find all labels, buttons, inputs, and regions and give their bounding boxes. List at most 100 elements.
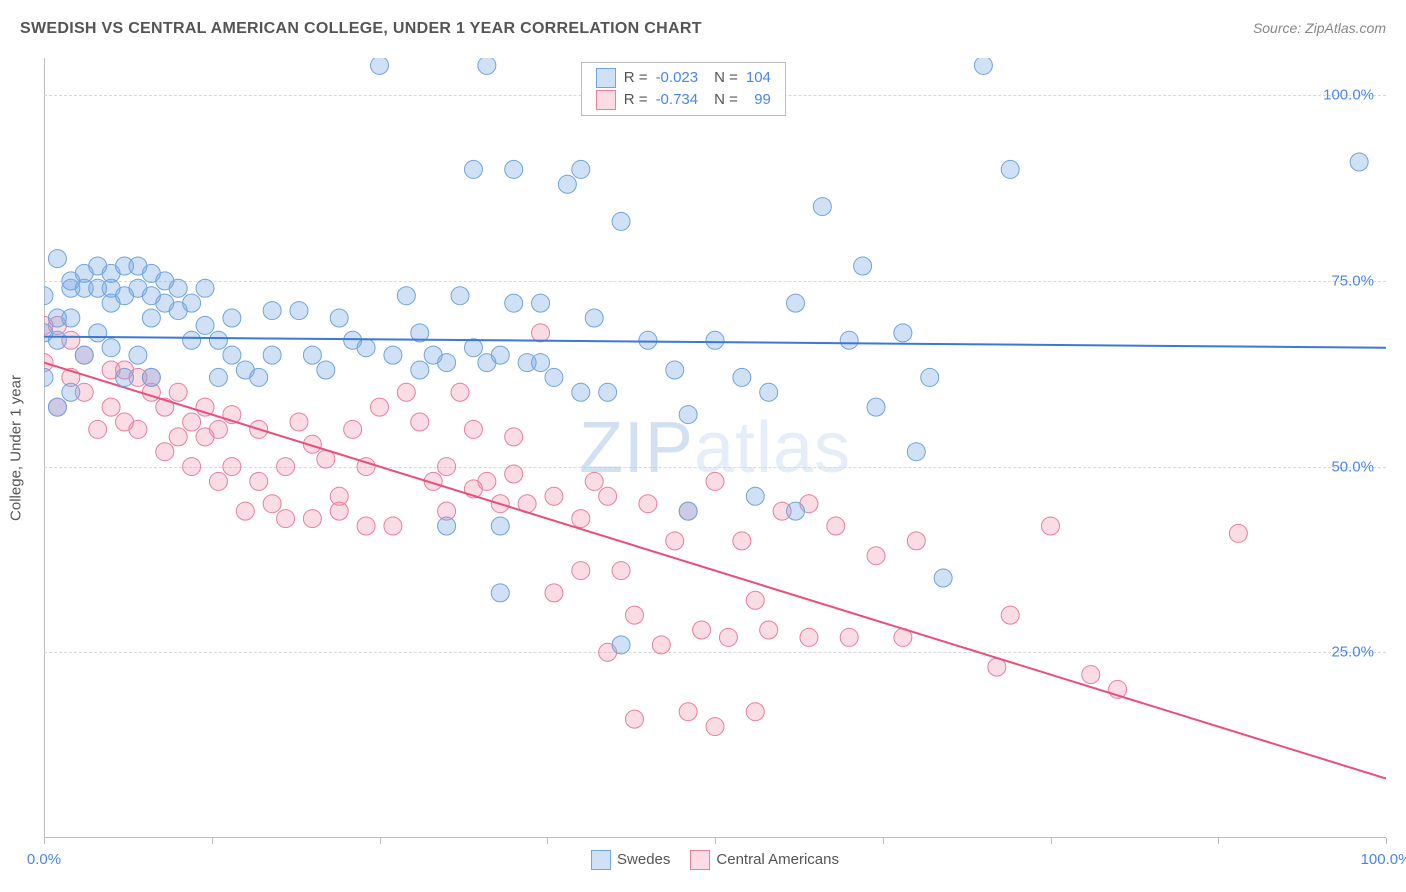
x-tick (1051, 838, 1052, 844)
legend-n-label: N = (702, 89, 742, 111)
swedes-point (787, 294, 805, 312)
ca-point (505, 465, 523, 483)
ca-point (1082, 666, 1100, 684)
ca-point (330, 502, 348, 520)
x-tick-label: 0.0% (27, 851, 61, 868)
ca-point (156, 443, 174, 461)
swedes-point (813, 198, 831, 216)
swatch-swedes-icon (596, 68, 616, 88)
swedes-point (169, 279, 187, 297)
swedes-point (599, 383, 617, 401)
swedes-point (505, 294, 523, 312)
ca-point (223, 458, 241, 476)
swedes-point (438, 517, 456, 535)
legend-r-value-swedes: -0.023 (652, 67, 703, 89)
swedes-point (612, 212, 630, 230)
ca-point (572, 562, 590, 580)
x-tick (715, 838, 716, 844)
ca-point (733, 532, 751, 550)
swedes-point (44, 368, 53, 386)
ca-point (719, 628, 737, 646)
legend-item-swedes: Swedes (591, 850, 670, 870)
ca-point (263, 495, 281, 513)
swedes-point (263, 302, 281, 320)
legend-row-swedes: R = -0.023 N = 104 (592, 67, 775, 89)
swedes-point (921, 368, 939, 386)
legend-n-label: N = (702, 67, 742, 89)
swedes-point (464, 160, 482, 178)
swatch-ca-icon (596, 90, 616, 110)
ca-point (209, 472, 227, 490)
ca-point (169, 383, 187, 401)
ca-point (303, 510, 321, 528)
ca-point (411, 413, 429, 431)
swedes-point (679, 406, 697, 424)
x-tick (212, 838, 213, 844)
swedes-point (371, 58, 389, 74)
legend-n-value-ca: 99 (742, 89, 775, 111)
ca-point (236, 502, 254, 520)
swedes-point (840, 331, 858, 349)
y-axis-title: College, Under 1 year (8, 375, 25, 521)
ca-point (169, 428, 187, 446)
swedes-point (612, 636, 630, 654)
legend-r-label: R = (620, 67, 652, 89)
swedes-point (196, 279, 214, 297)
legend-label-ca: Central Americans (716, 851, 839, 868)
swedes-point (196, 316, 214, 334)
swedes-point (75, 346, 93, 364)
ca-point (183, 458, 201, 476)
ca-point (545, 487, 563, 505)
swedes-point (1350, 153, 1368, 171)
ca-point (612, 562, 630, 580)
ca-point (1229, 524, 1247, 542)
ca-point (1001, 606, 1019, 624)
swedes-point (89, 324, 107, 342)
ca-point (746, 703, 764, 721)
ca-point (625, 710, 643, 728)
ca-point (679, 703, 697, 721)
swedes-point (478, 58, 496, 74)
ca-point (277, 510, 295, 528)
ca-point (371, 398, 389, 416)
swedes-point (532, 354, 550, 372)
ca-point (384, 517, 402, 535)
swedes-point (854, 257, 872, 275)
swedes-point (451, 287, 469, 305)
ca-point (907, 532, 925, 550)
ca-point (290, 413, 308, 431)
swedes-point (706, 331, 724, 349)
legend-item-ca: Central Americans (690, 850, 839, 870)
ca-point (625, 606, 643, 624)
ca-point (545, 584, 563, 602)
swedes-point (250, 368, 268, 386)
ca-point (599, 487, 617, 505)
swedes-point (491, 517, 509, 535)
swedes-point (263, 346, 281, 364)
swedes-point (303, 346, 321, 364)
swedes-point (183, 294, 201, 312)
swedes-point (48, 250, 66, 268)
swedes-point (907, 443, 925, 461)
swedes-point (223, 346, 241, 364)
swedes-point (384, 346, 402, 364)
swedes-point (48, 331, 66, 349)
legend-r-label: R = (620, 89, 652, 111)
ca-point (277, 458, 295, 476)
correlation-legend: R = -0.023 N = 104 R = -0.734 N = 99 (581, 62, 786, 116)
source-name: ZipAtlas.com (1305, 20, 1386, 36)
swedes-point (142, 368, 160, 386)
ca-point (250, 472, 268, 490)
ca-point (652, 636, 670, 654)
ca-point (693, 621, 711, 639)
ca-point (451, 383, 469, 401)
swedes-point (142, 309, 160, 327)
swedes-point (491, 584, 509, 602)
ca-point (532, 324, 550, 342)
swedes-point (183, 331, 201, 349)
ca-point (1042, 517, 1060, 535)
legend-row-ca: R = -0.734 N = 99 (592, 89, 775, 111)
source-prefix: Source: (1253, 20, 1305, 36)
ca-trendline (44, 363, 1386, 779)
scatter-svg (44, 58, 1386, 838)
